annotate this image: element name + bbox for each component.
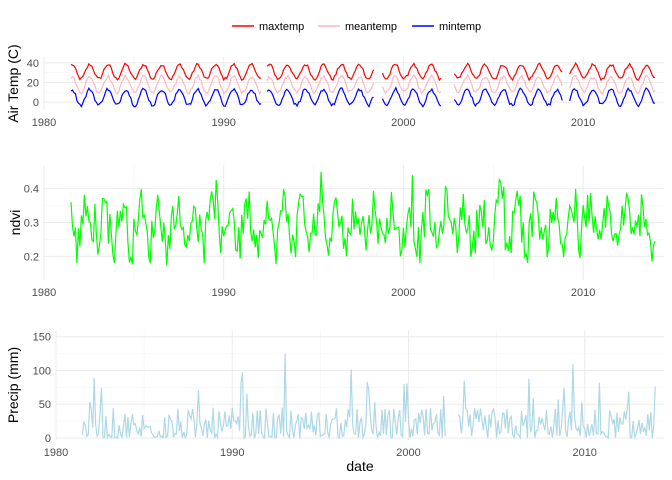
y-tick-label: 100 bbox=[33, 365, 51, 377]
x-tick-label: 2000 bbox=[396, 447, 420, 459]
y-tick-label: 20 bbox=[27, 78, 39, 90]
y-tick-label: 0.2 bbox=[24, 251, 39, 263]
y-tick-label: 0 bbox=[45, 433, 51, 445]
x-tick-label: 1990 bbox=[211, 287, 235, 299]
x-tick-label: 1990 bbox=[220, 447, 244, 459]
y-tick-label: 40 bbox=[27, 58, 39, 70]
x-tick-label: 2000 bbox=[391, 287, 415, 299]
panel-precip: 1980 1990 2000 2010 0 50 100 150 Precip (mm) date bbox=[5, 330, 664, 474]
x-tick-label: 2010 bbox=[571, 287, 595, 299]
x-tick-label: 1980 bbox=[32, 287, 56, 299]
legend: maxtemp meantemp mintemp bbox=[232, 21, 481, 33]
y-tick-label: 150 bbox=[33, 332, 51, 344]
legend-label-maxtemp: maxtemp bbox=[259, 21, 304, 33]
panel-air-temp: 1980 1990 2000 2010 0 20 40 Air Temp (C) bbox=[5, 44, 664, 129]
series-line-maxtemp bbox=[71, 63, 655, 80]
series-line-precip bbox=[82, 354, 655, 438]
x-tick-label: 1980 bbox=[32, 117, 56, 129]
y-tick-label: 0.4 bbox=[24, 184, 39, 196]
y-axis-label: Air Temp (C) bbox=[5, 44, 21, 122]
series-line-mintemp bbox=[71, 88, 655, 107]
y-tick-label: 50 bbox=[39, 399, 51, 411]
series-line-meantemp bbox=[71, 75, 655, 94]
x-axis-label: date bbox=[346, 458, 373, 474]
y-tick-label: 0.3 bbox=[24, 218, 39, 230]
y-axis-label: ndvi bbox=[7, 210, 23, 236]
panel-ndvi: 1980 1990 2000 2010 0.2 0.3 0.4 ndvi bbox=[7, 165, 664, 299]
x-tick-label: 2000 bbox=[391, 117, 415, 129]
series-line-ndvi bbox=[71, 172, 655, 266]
x-tick-label: 1990 bbox=[211, 117, 235, 129]
x-tick-label: 1980 bbox=[44, 447, 68, 459]
legend-label-meantemp: meantemp bbox=[345, 21, 397, 33]
y-axis-label: Precip (mm) bbox=[5, 347, 21, 423]
legend-label-mintemp: mintemp bbox=[439, 21, 481, 33]
y-tick-label: 0 bbox=[33, 97, 39, 109]
x-tick-label: 2010 bbox=[572, 447, 596, 459]
x-tick-label: 2010 bbox=[571, 117, 595, 129]
